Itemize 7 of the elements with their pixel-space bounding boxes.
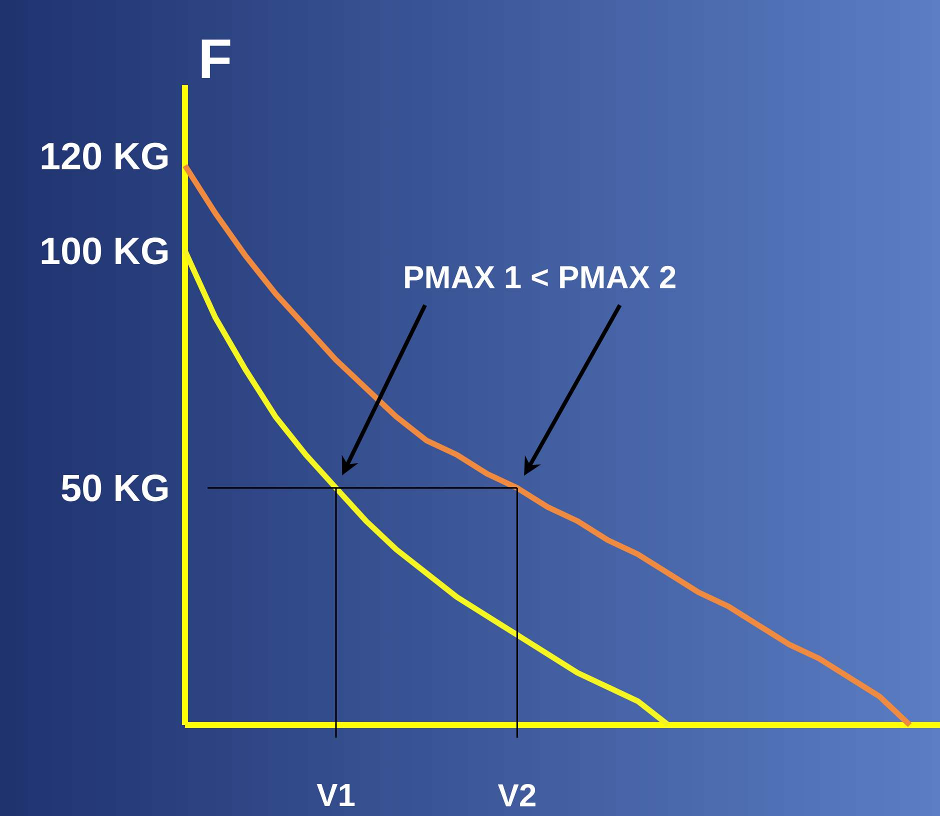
annotation: PMAX 1 < PMAX 2	[405, 266, 676, 288]
y-tick-label: 50 KG	[62, 474, 168, 502]
y-tick-label: 120 KG	[42, 142, 168, 170]
x-tick-label: V2	[498, 784, 536, 806]
y-axis-title: F	[202, 40, 230, 78]
y-tick-label: 100 KG	[42, 238, 168, 264]
x-tick-label: V1	[316, 784, 355, 806]
